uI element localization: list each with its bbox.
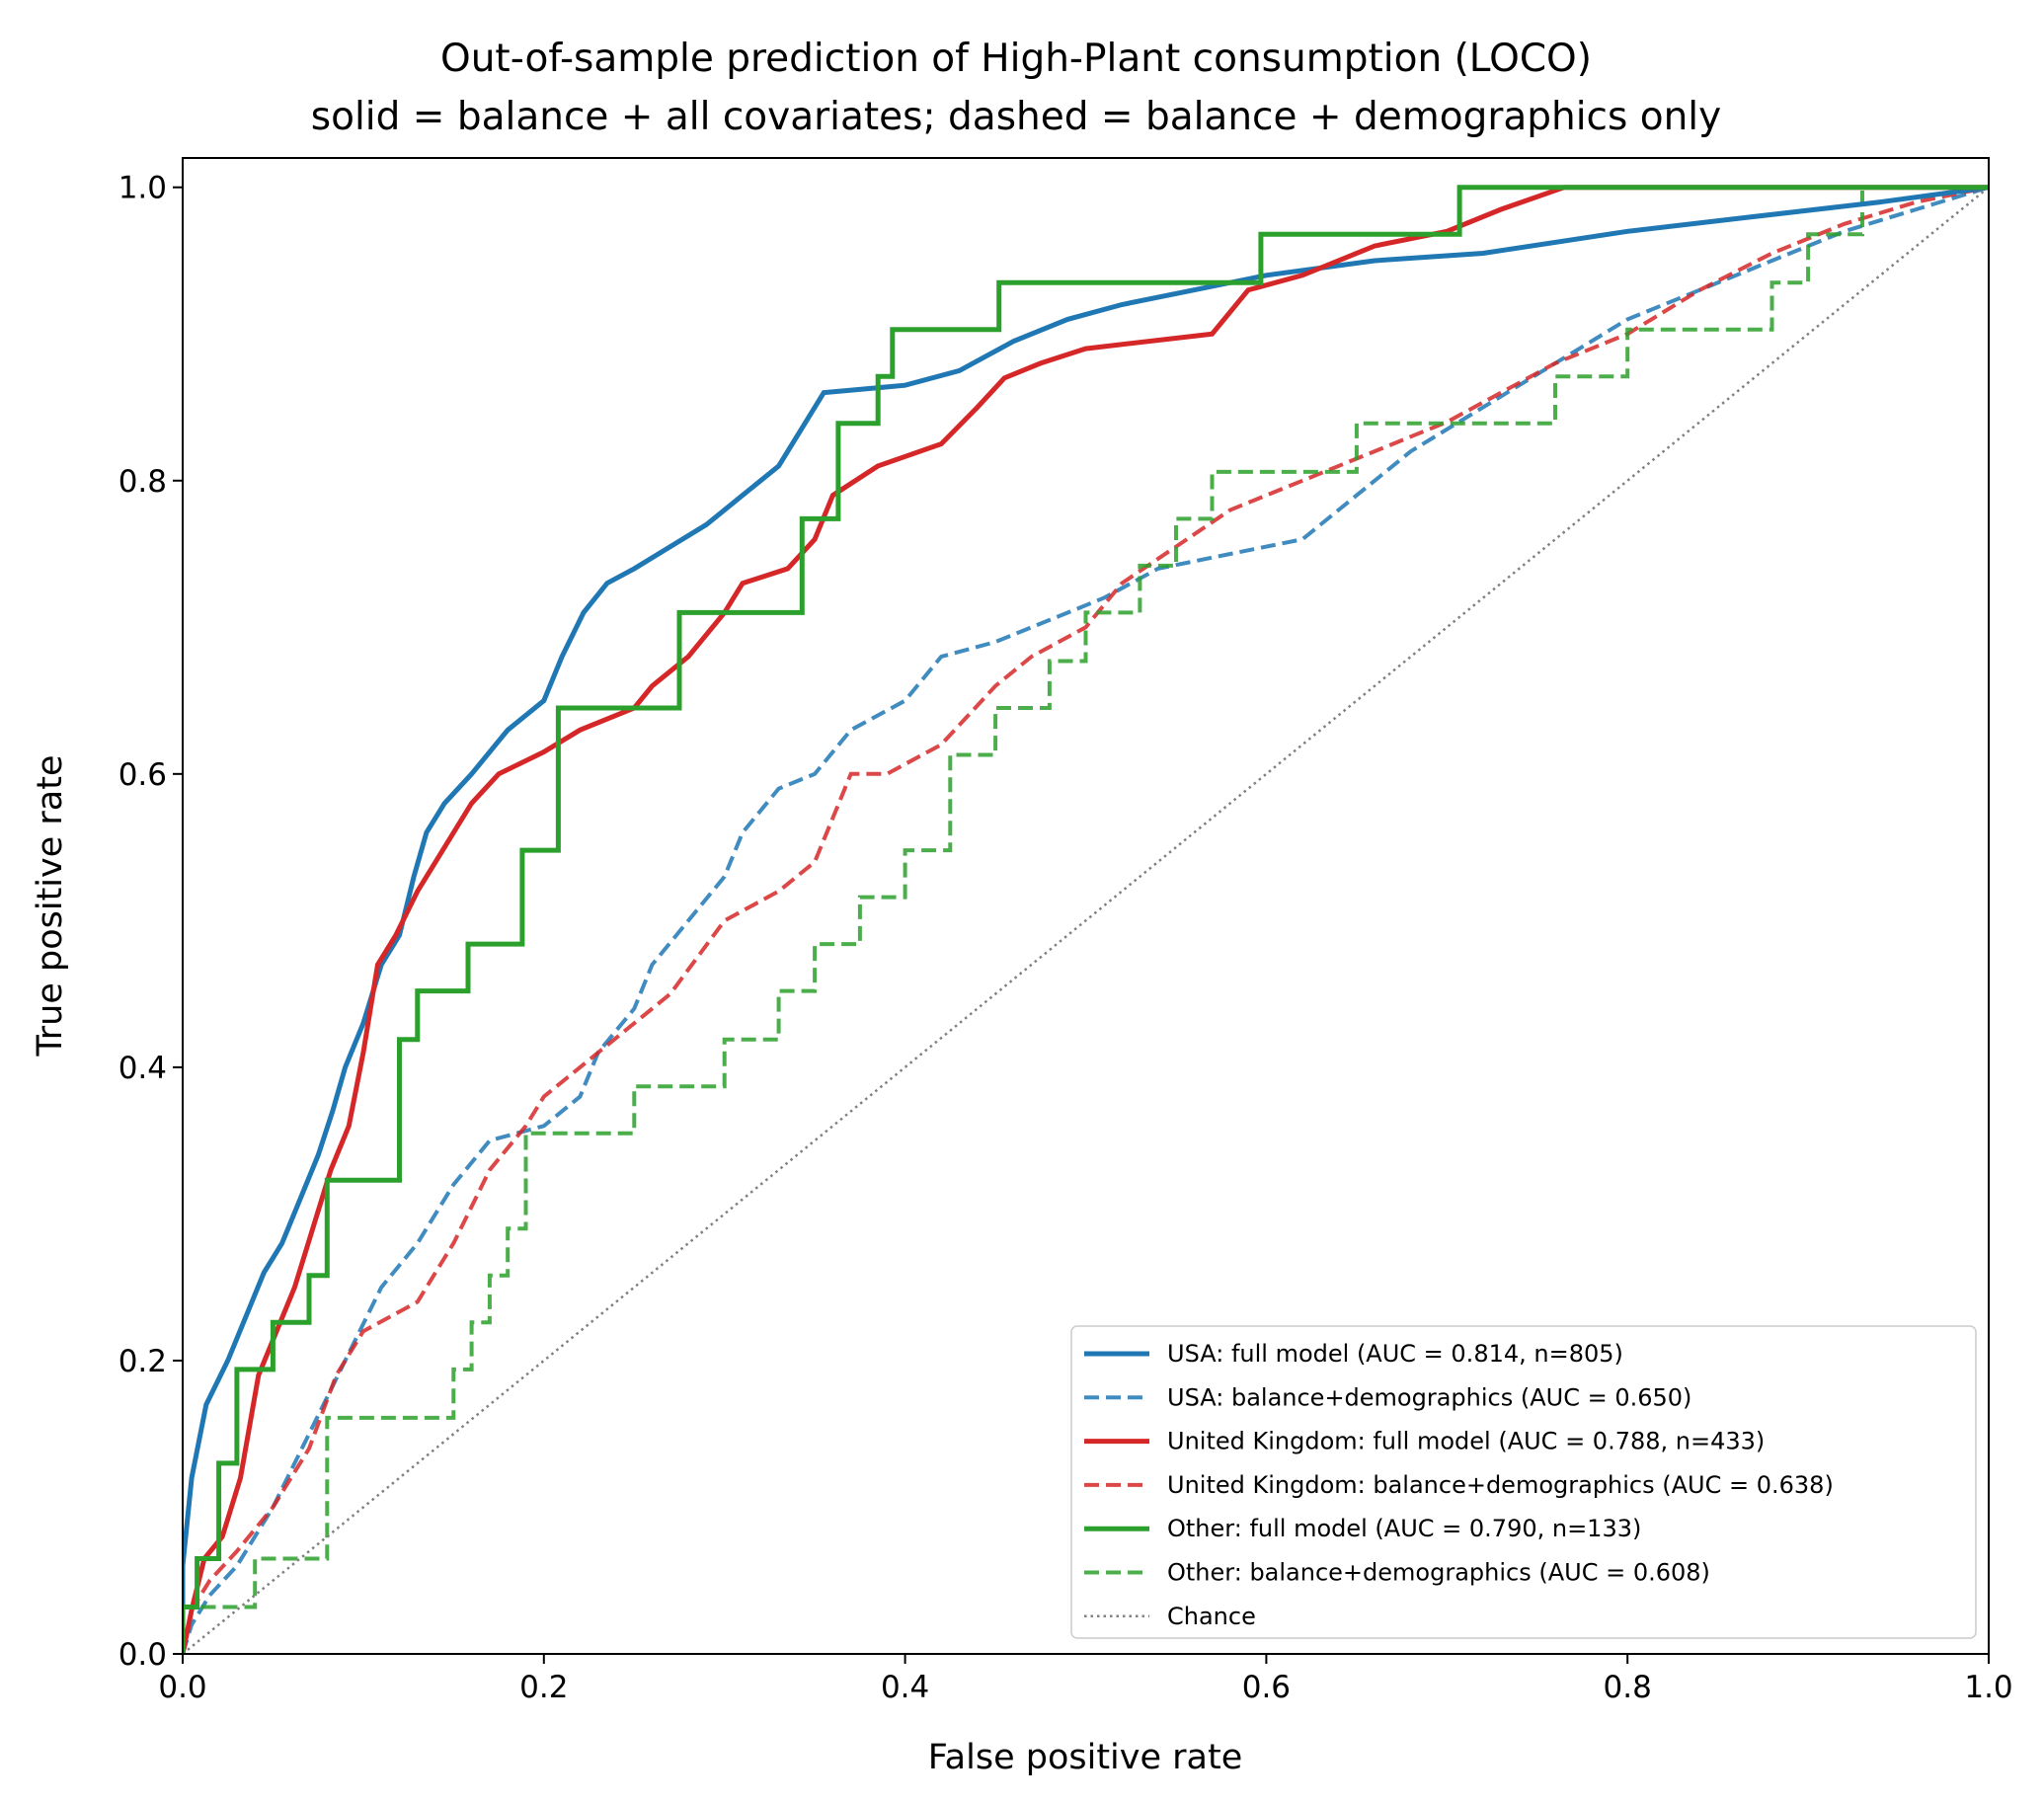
x-axis-label: False positive rate xyxy=(928,1738,1243,1777)
legend-label: Other: full model (AUC = 0.790, n=133) xyxy=(1167,1515,1641,1542)
series-line-united-kingdom-full-model-auc-0-788-n-433 xyxy=(183,185,1989,1654)
y-tick-label: 0.4 xyxy=(118,1051,167,1086)
series-line-other-balance-demographics-auc-0-608 xyxy=(183,185,1989,1654)
series-line-usa-balance-demographics-auc-0-650 xyxy=(183,185,1989,1654)
legend-label: United Kingdom: balance+demographics (AU… xyxy=(1167,1471,1834,1499)
x-tick-label: 0.4 xyxy=(881,1670,929,1705)
x-tick-label: 0.0 xyxy=(158,1670,206,1705)
series-line-other-full-model-auc-0-790-n-133 xyxy=(183,185,1989,1654)
x-tick-label: 0.2 xyxy=(519,1670,568,1705)
y-tick-label: 0.2 xyxy=(118,1344,167,1379)
series-line-usa-full-model-auc-0-814-n-805 xyxy=(183,185,1989,1654)
legend: USA: full model (AUC = 0.814, n=805) USA:… xyxy=(1070,1325,1977,1639)
legend-label: Other: balance+demographics (AUC = 0.608… xyxy=(1167,1559,1710,1587)
chart-title-line-2: solid = balance + all covariates; dashed… xyxy=(311,95,1721,139)
y-axis-label: True positive rate xyxy=(31,755,70,1058)
y-tick-label: 0.6 xyxy=(118,757,167,793)
legend-label: United Kingdom: full model (AUC = 0.788,… xyxy=(1167,1428,1765,1455)
x-tick-label: 0.6 xyxy=(1242,1670,1291,1705)
y-tick-label: 0.8 xyxy=(118,464,167,500)
legend-box xyxy=(1070,1325,1977,1639)
y-tick-label: 0.0 xyxy=(118,1637,167,1673)
series-line-united-kingdom-balance-demographics-auc-0-638 xyxy=(183,185,1989,1654)
chart-title-line-1: Out-of-sample prediction of High-Plant c… xyxy=(440,37,1592,81)
series-line-chance xyxy=(183,186,1989,1654)
y-tick-label: 1.0 xyxy=(118,171,167,206)
legend-label: Chance xyxy=(1167,1603,1256,1630)
legend-label: USA: balance+demographics (AUC = 0.650) xyxy=(1167,1383,1691,1411)
x-tick-label: 0.8 xyxy=(1604,1670,1652,1705)
x-tick-label: 1.0 xyxy=(1964,1670,2012,1705)
legend-label: USA: full model (AUC = 0.814, n=805) xyxy=(1167,1340,1623,1368)
plot-frame xyxy=(182,157,1990,1655)
